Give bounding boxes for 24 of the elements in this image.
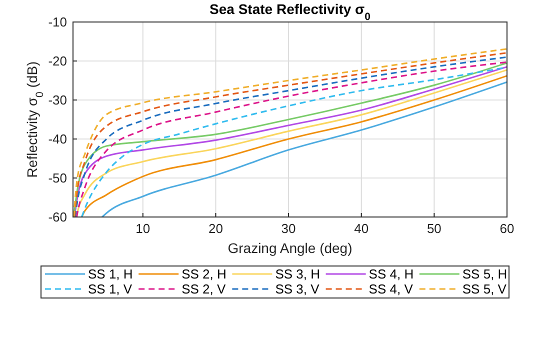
x-tick-label: 10	[136, 221, 150, 236]
legend-label: SS 3, H	[275, 266, 320, 282]
legend-label: SS 1, H	[88, 266, 133, 282]
y-tick-label: -10	[48, 14, 67, 30]
legend-label: SS 4, V	[368, 282, 414, 296]
legend-label: SS 5, H	[462, 266, 508, 282]
legend-label: SS 2, V	[182, 282, 226, 296]
y-tick-label: -60	[48, 210, 67, 224]
x-tick-label: 40	[354, 221, 369, 236]
y-tick-label: -30	[48, 92, 67, 108]
x-tick-label: 30	[281, 221, 296, 236]
legend-label: SS 4, H	[368, 266, 414, 282]
x-tick-label: 50	[426, 221, 442, 236]
y-tick-label: -40	[48, 132, 67, 146]
legend-label: SS 3, V	[275, 282, 320, 296]
y-tick-label: -50	[48, 170, 67, 186]
x-tick-label: 60	[500, 221, 514, 236]
legend-label: SS 1, V	[88, 282, 132, 296]
chart-title: Sea State Reflectivity σ$_{0}$	[210, 1, 371, 23]
x-tick-label: 20	[208, 221, 223, 236]
y-tick-label: -20	[48, 54, 67, 68]
legend-label: SS 2, H	[182, 266, 226, 282]
x-axis-title: Grazing Angle (deg)	[228, 240, 352, 256]
legend-label: SS 5, V	[462, 282, 507, 296]
